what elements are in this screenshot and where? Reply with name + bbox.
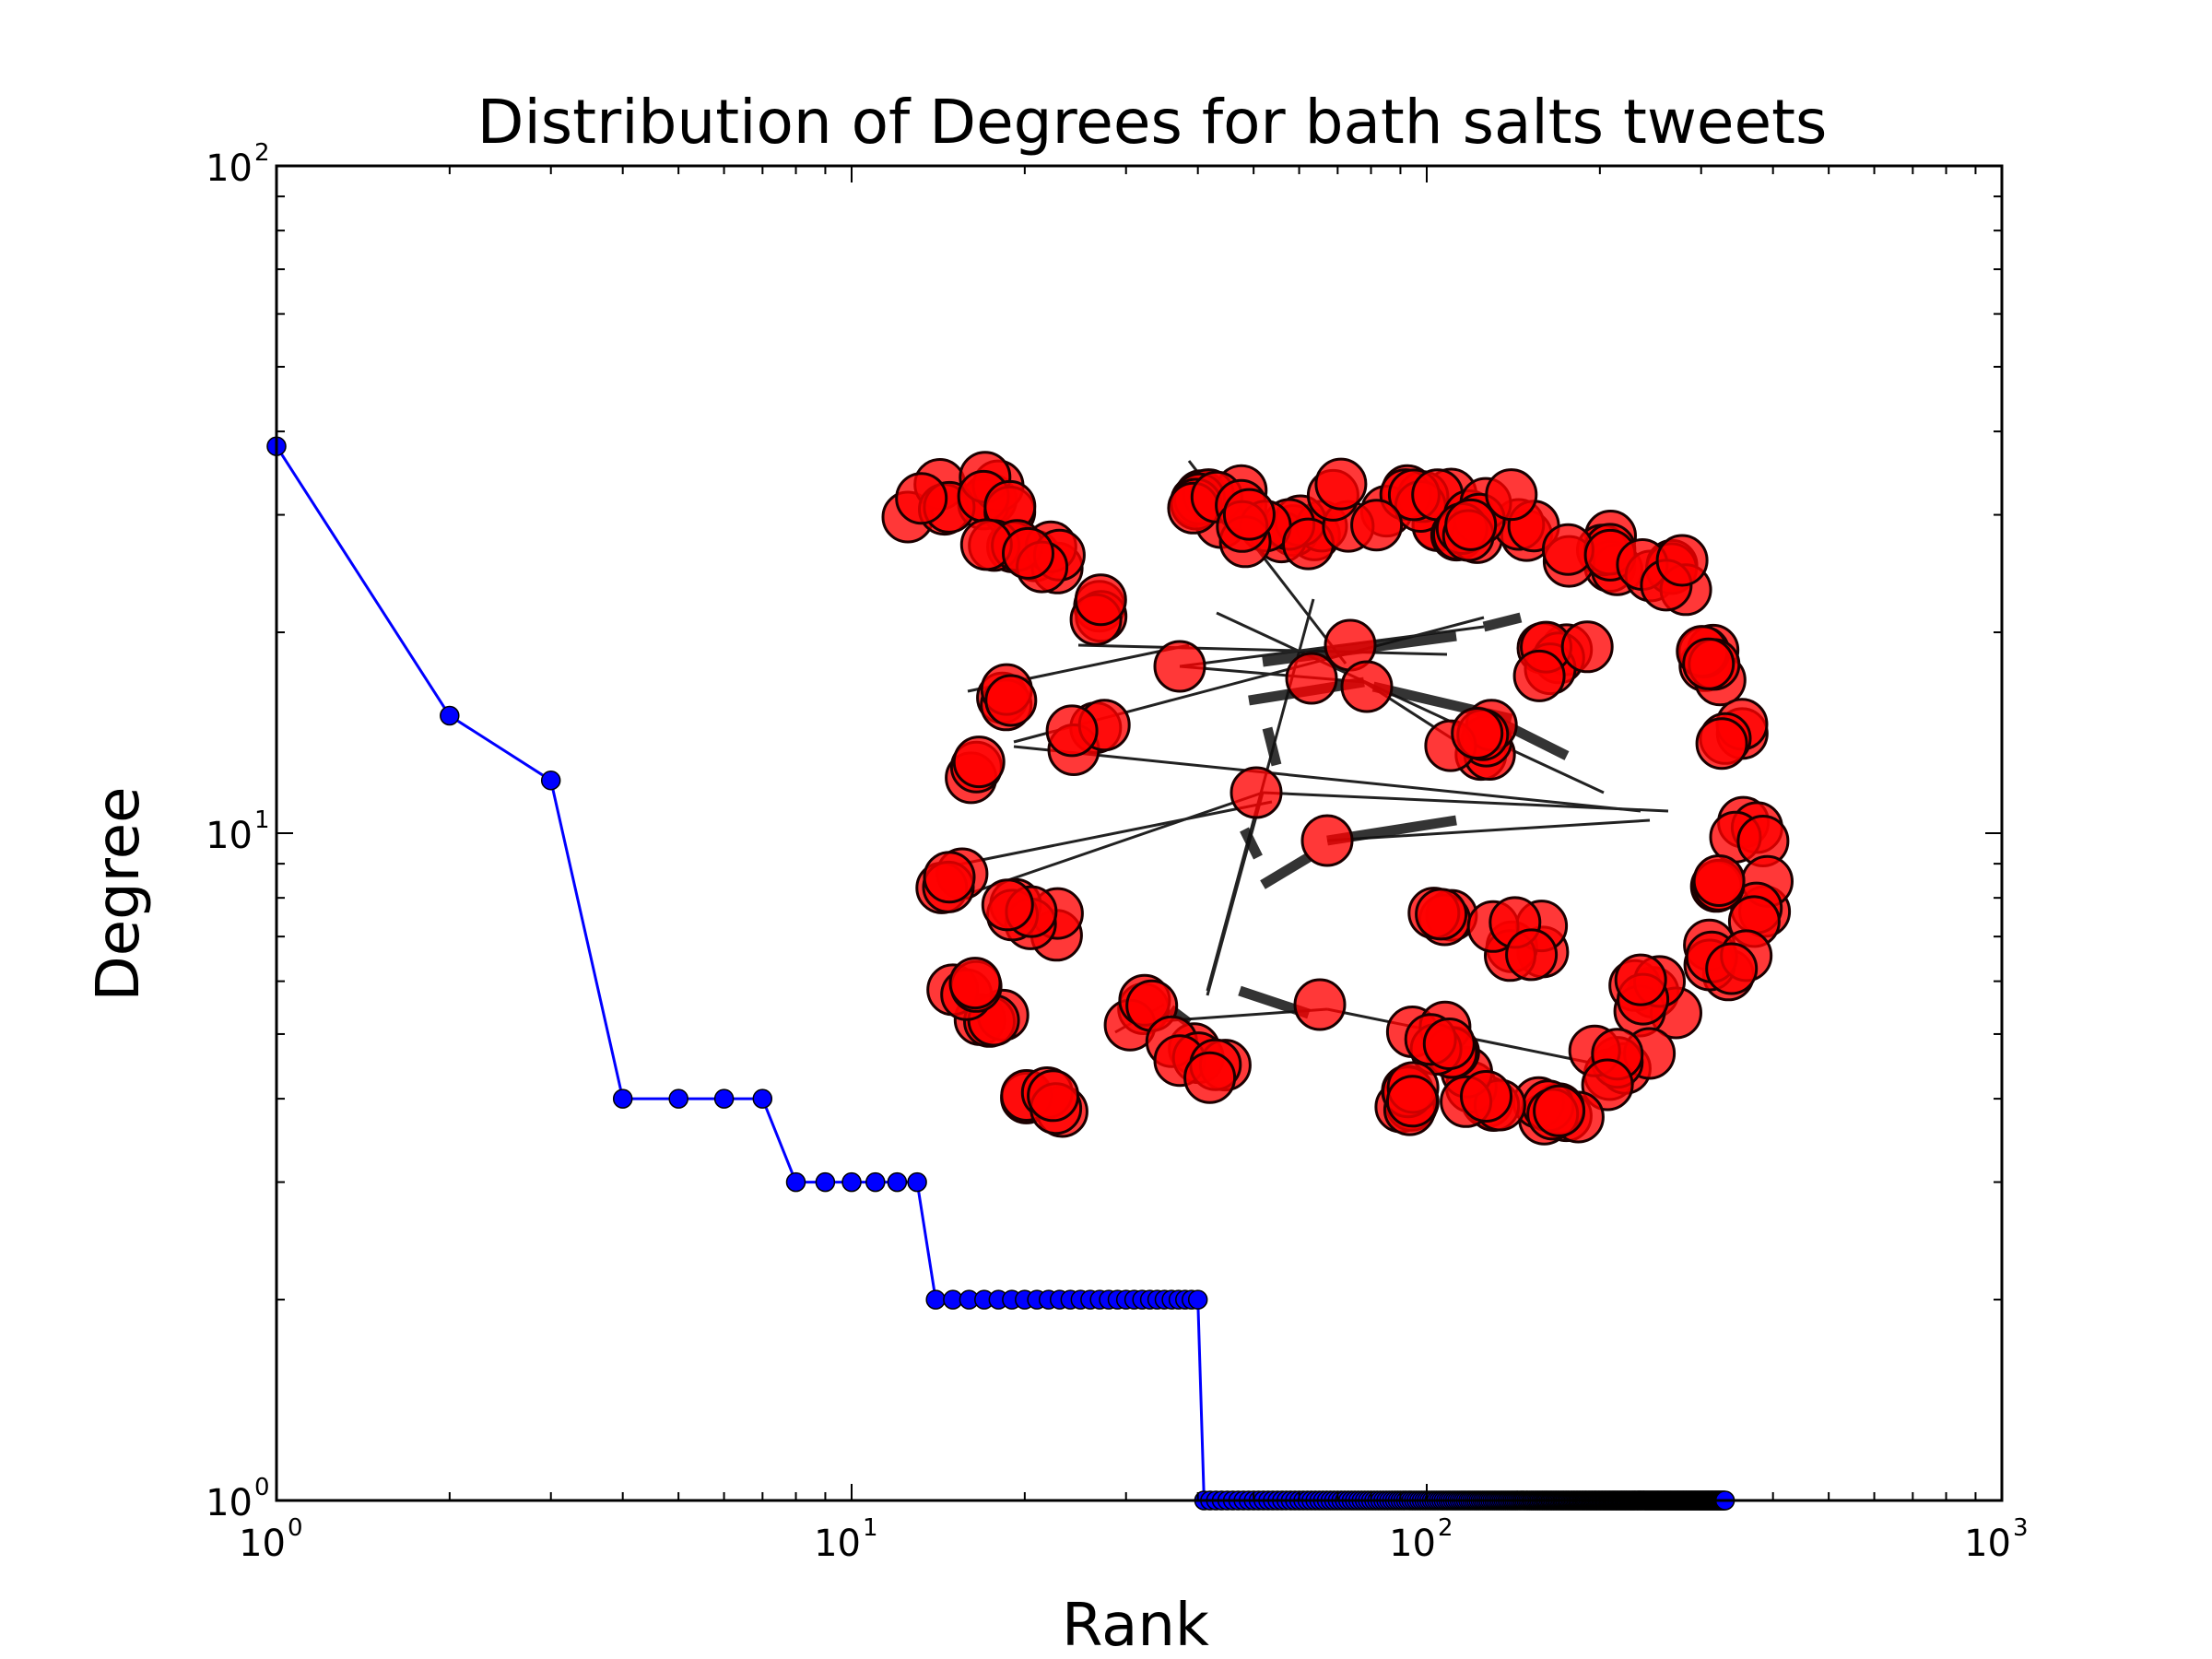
network-node — [1505, 928, 1559, 982]
network-node — [1655, 534, 1709, 587]
data-point — [612, 1088, 633, 1109]
y-tick-exponent: 2 — [254, 139, 270, 167]
network-node — [952, 735, 1006, 789]
network-node — [1222, 488, 1276, 541]
network-node — [1027, 1069, 1080, 1123]
network-node — [1512, 649, 1566, 702]
y-tick-label: 10 — [206, 147, 253, 190]
network-node — [1153, 640, 1206, 693]
network-node — [984, 674, 1038, 727]
data-point — [713, 1088, 735, 1109]
x-tick-exponent: 3 — [2013, 1514, 2029, 1542]
network-node — [1695, 717, 1748, 771]
network-edge — [1260, 853, 1312, 889]
network-node — [1560, 620, 1614, 674]
network-node — [1045, 704, 1099, 758]
network-node — [1692, 854, 1746, 907]
network-edge — [1262, 726, 1282, 767]
data-point — [841, 1171, 862, 1193]
y-tick-label: 10 — [206, 1482, 253, 1524]
network-node — [1460, 1070, 1512, 1123]
data-point — [925, 1289, 946, 1310]
data-point — [668, 1088, 688, 1109]
network-node — [1300, 814, 1354, 867]
network-node — [1614, 953, 1667, 1006]
network-node — [1682, 637, 1735, 690]
data-point — [540, 770, 561, 791]
network-node — [1293, 978, 1347, 1031]
y-tick-exponent: 1 — [254, 806, 270, 834]
network-node — [1444, 498, 1498, 551]
data-point — [815, 1171, 836, 1193]
network-edge — [1240, 827, 1263, 860]
network-node — [1422, 1018, 1476, 1070]
x-tick-exponent: 0 — [288, 1514, 303, 1542]
network-edge — [1262, 791, 1669, 813]
network-node — [1485, 468, 1538, 522]
data-point — [907, 1171, 927, 1193]
x-tick-label: 10 — [1389, 1523, 1436, 1565]
axis-ticks: 10 0 10 1 10 2 10 310 010 110 2 — [206, 139, 2028, 1565]
data-point — [785, 1171, 806, 1193]
y-tick-label: 10 — [206, 815, 253, 857]
network-node — [1705, 942, 1759, 995]
network-node — [1340, 660, 1394, 713]
network-edge — [948, 800, 1273, 868]
data-point — [1187, 1289, 1208, 1310]
network-node — [1074, 573, 1127, 627]
network-node — [948, 957, 1002, 1010]
network-edge — [1482, 612, 1523, 632]
x-axis-label: Rank — [1062, 1592, 1209, 1659]
network-node — [1451, 707, 1504, 759]
data-point — [887, 1171, 908, 1193]
x-tick-exponent: 1 — [863, 1514, 878, 1542]
data-point — [440, 705, 460, 726]
y-tick-exponent: 0 — [254, 1474, 270, 1501]
chart-title: Distribution of Degrees for bath salts t… — [477, 87, 1828, 158]
network-node — [1183, 1051, 1237, 1104]
network-node — [1385, 1075, 1439, 1128]
x-tick-label: 10 — [239, 1523, 286, 1565]
network-node — [1314, 457, 1368, 511]
data-point — [865, 1171, 886, 1193]
x-tick-label: 10 — [1964, 1523, 2011, 1565]
plot-frame — [275, 164, 2004, 1502]
network-node — [981, 878, 1034, 932]
x-tick-exponent: 2 — [1438, 1514, 1453, 1542]
network-edge — [1077, 643, 1448, 656]
network-graph-inset — [881, 451, 1794, 1146]
network-edge — [1216, 611, 1605, 794]
network-node — [1285, 652, 1338, 705]
network-node — [895, 472, 948, 525]
network-node — [1350, 499, 1404, 552]
network-node — [1230, 766, 1283, 819]
network-node — [1002, 526, 1054, 580]
data-point — [752, 1088, 773, 1109]
network-edge — [1013, 745, 1641, 813]
network-node — [1415, 888, 1468, 941]
network-edge — [1206, 792, 1265, 996]
y-axis-label: Degree — [85, 787, 153, 1002]
network-node — [923, 851, 976, 904]
x-tick-label: 10 — [814, 1523, 861, 1565]
network-edge — [967, 791, 1264, 896]
network-node — [1533, 1084, 1586, 1137]
